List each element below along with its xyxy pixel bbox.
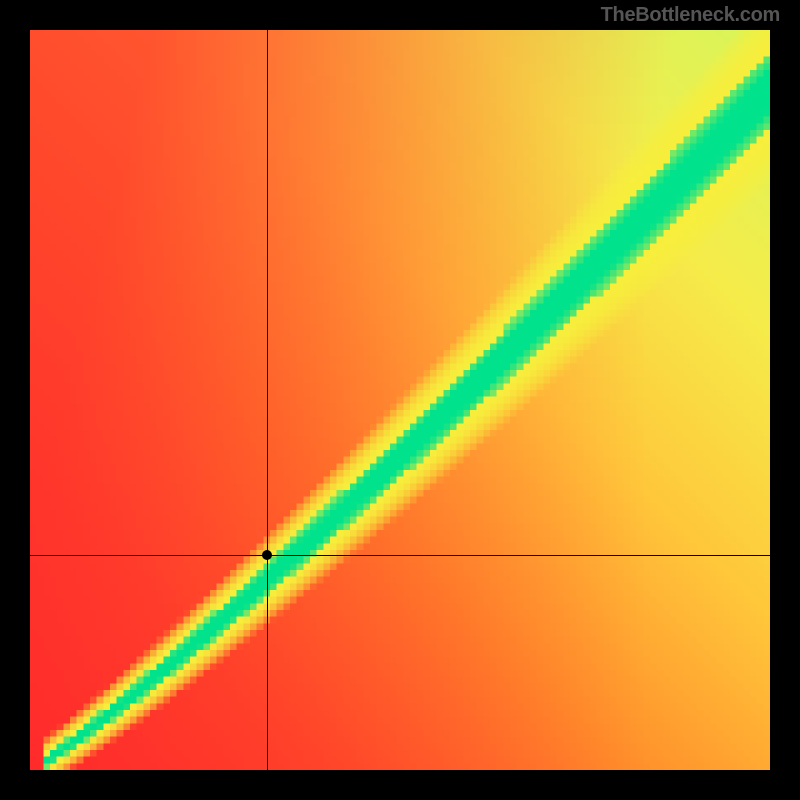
crosshair-horizontal [30, 555, 770, 556]
crosshair-marker [262, 550, 272, 560]
bottleneck-heatmap [30, 30, 770, 770]
watermark-text: TheBottleneck.com [601, 4, 780, 27]
crosshair-vertical [267, 30, 268, 770]
